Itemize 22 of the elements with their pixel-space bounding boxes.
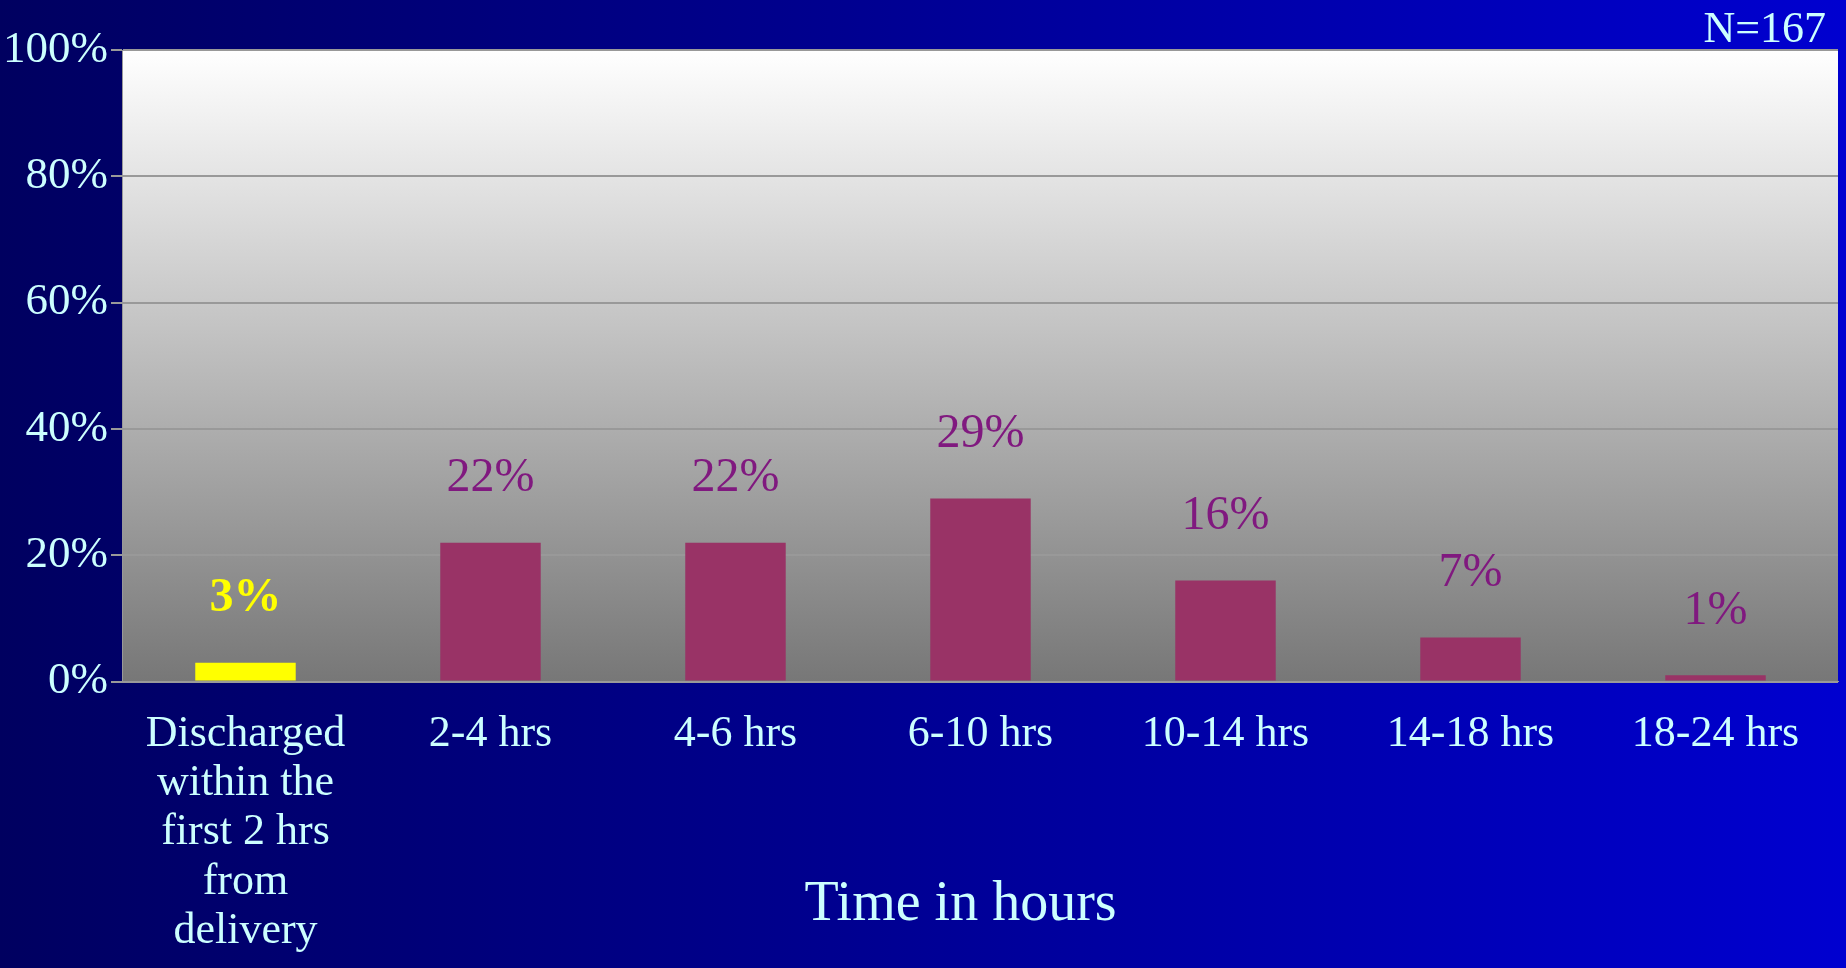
data-label: 7% — [1438, 543, 1503, 596]
y-tick-label: 100% — [2, 21, 108, 72]
y-tick-label: 0% — [47, 653, 108, 704]
data-label: 1% — [1683, 580, 1748, 634]
annotation: N=167 — [1703, 2, 1826, 53]
x-axis-title: Time in hours — [804, 869, 1117, 932]
x-tick-label: 14-18 hrs — [1386, 706, 1555, 756]
x-tick-label: 18-24 hrs — [1631, 706, 1800, 756]
y-tick-label: 40% — [25, 400, 108, 451]
x-tick-label: Discharged within the first 2 hrs from delivery — [145, 706, 346, 953]
data-label: 22% — [446, 448, 535, 502]
x-tick-label: 2-4 hrs — [428, 706, 553, 756]
data-label: 29% — [936, 404, 1025, 458]
y-tick-label: 80% — [25, 148, 108, 199]
data-label: 16% — [1181, 486, 1270, 540]
data-label: 22% — [691, 448, 780, 502]
x-tick-label: 6-10 hrs — [907, 706, 1054, 756]
y-tick-label: 60% — [25, 274, 108, 325]
y-tick-label: 20% — [25, 527, 108, 578]
x-tick-label: 10-14 hrs — [1141, 706, 1310, 756]
data-label: 3% — [209, 568, 282, 622]
x-tick-label: 4-6 hrs — [673, 706, 798, 756]
